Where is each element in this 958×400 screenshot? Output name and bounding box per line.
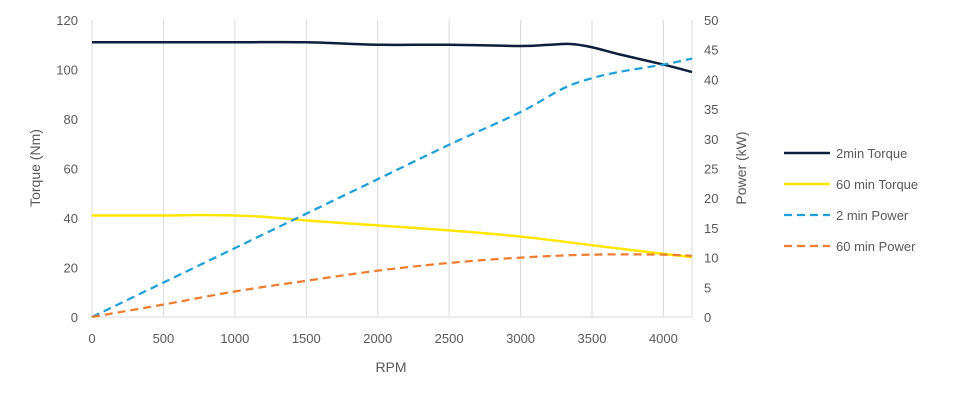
x-tick-500: 500 [153,331,175,346]
legend-label-60-min-torque: 60 min Torque [836,177,918,192]
x-tick-3000: 3000 [506,331,535,346]
y-right-tick-20: 20 [704,191,718,206]
x-tick-1500: 1500 [292,331,321,346]
x-tick-2000: 2000 [363,331,392,346]
y-right-tick-15: 15 [704,221,718,236]
y-right-tick-30: 30 [704,132,718,147]
gridlines [162,20,664,317]
y-right-tick-25: 25 [704,162,718,177]
y-left-tick-60: 60 [64,162,78,177]
y-left-tick-labels: 0 20 40 60 80 100 120 [56,13,78,325]
y-right-tick-50: 50 [704,13,718,28]
y-left-tick-0: 0 [71,310,78,325]
legend-label-2-min-power: 2 min Power [836,208,909,223]
series-lines [91,40,693,319]
x-tick-4000: 4000 [649,331,678,346]
x-tick-1000: 1000 [220,331,249,346]
legend-label-2min-torque: 2min Torque [836,146,907,161]
x-tick-0: 0 [88,331,95,346]
y-right-tick-45: 45 [704,43,718,58]
legend-label-60-min-power: 60 min Power [836,239,916,254]
y-right-tick-0: 0 [704,310,711,325]
x-axis-label: RPM [375,359,406,375]
x-tick-2500: 2500 [435,331,464,346]
y-right-tick-labels: 0 5 10 15 20 25 30 35 40 45 50 [704,13,718,325]
axes [91,20,693,318]
y-left-tick-80: 80 [64,112,78,127]
x-tick-labels: 0 500 1000 1500 2000 2500 3000 3500 4000 [88,331,678,346]
y-left-tick-20: 20 [64,261,78,276]
series-line-60-min-torque [91,213,693,259]
y-left-axis-label: Torque (Nm) [27,129,43,207]
y-left-tick-120: 120 [56,13,78,28]
y-left-tick-100: 100 [56,63,78,78]
y-right-tick-5: 5 [704,280,711,295]
y-left-tick-40: 40 [64,211,78,226]
y-right-axis-label: Power (kW) [733,131,749,204]
x-tick-3500: 3500 [578,331,607,346]
y-right-tick-10: 10 [704,251,718,266]
series-line-2min-torque [92,40,693,74]
series-line-60-min-power [91,253,693,319]
y-right-tick-35: 35 [704,102,718,117]
y-right-tick-40: 40 [704,72,718,87]
series-line-2-min-power [91,57,693,319]
legend: 2min Torque 60 min Torque 2 min Power 60 mi… [784,146,918,254]
